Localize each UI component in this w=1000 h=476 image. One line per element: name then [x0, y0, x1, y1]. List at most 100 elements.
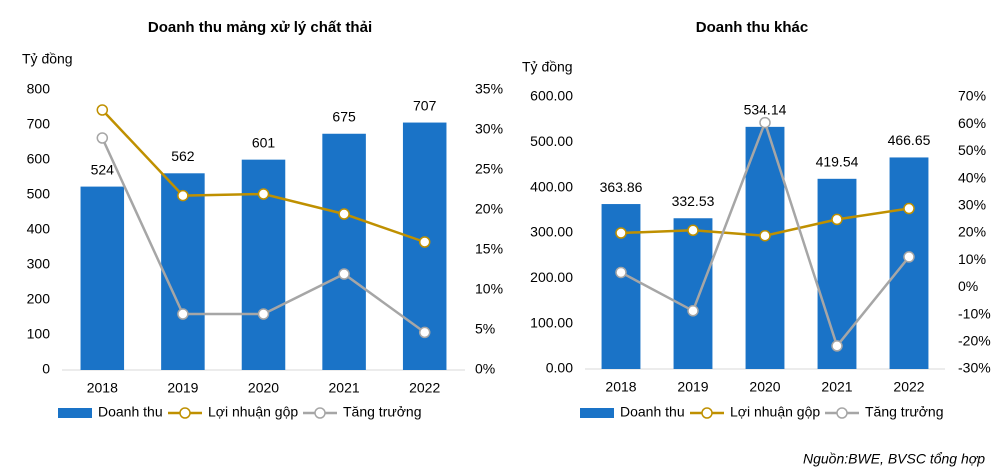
data-label: 332.53	[672, 193, 715, 209]
marker	[418, 236, 431, 248]
y-tick-label: 0	[42, 361, 50, 377]
legend-label: Tăng trưởng	[865, 404, 943, 420]
marker	[687, 224, 699, 237]
data-label: 363.86	[600, 179, 643, 195]
bar	[322, 133, 366, 370]
x-tick-label: 2018	[605, 379, 636, 395]
legend-swatch	[836, 407, 848, 419]
marker	[177, 308, 189, 320]
y-tick-label: 500	[27, 186, 51, 202]
y2-tick-label: 10%	[475, 281, 503, 297]
y2-tick-label: 0%	[958, 278, 978, 294]
y2-tick-label: 25%	[475, 161, 503, 177]
y2-tick-label: 35%	[475, 81, 503, 97]
x-tick-label: 2020	[749, 379, 780, 395]
y-tick-label: 400	[27, 221, 51, 237]
data-label: 601	[252, 134, 276, 150]
bar	[673, 218, 713, 369]
legend-swatch	[314, 407, 326, 419]
y2-tick-label: 70%	[958, 88, 986, 104]
marker	[257, 308, 270, 320]
legend-label: Doanh thu	[620, 404, 685, 420]
y2-tick-label: 30%	[958, 197, 986, 213]
y-tick-label: 600	[27, 151, 51, 167]
x-tick-label: 2018	[87, 380, 118, 396]
x-tick-label: 2021	[329, 380, 360, 396]
y-tick-label: 200.00	[530, 269, 573, 285]
y2-tick-label: 15%	[475, 241, 503, 257]
marker	[338, 208, 350, 220]
bar	[889, 157, 929, 369]
y-axis-label: Tỷ đồng	[22, 51, 73, 67]
marker	[177, 189, 189, 202]
y2-tick-label: -20%	[958, 333, 991, 349]
y-tick-label: 800	[27, 81, 51, 97]
legend-swatch	[179, 407, 191, 419]
legend-label: Lợi nhuận gộp	[208, 404, 298, 420]
chart-title: Doanh thu mảng xử lý chất thải	[148, 19, 372, 36]
legend-swatch	[701, 407, 713, 419]
y-tick-label: 100.00	[530, 314, 573, 330]
x-tick-label: 2020	[248, 380, 279, 396]
y-axis-label: Tỷ đồng	[522, 59, 573, 75]
data-label: 466.65	[888, 132, 931, 148]
marker	[615, 266, 627, 279]
y-tick-label: 700	[27, 116, 51, 132]
data-label: 534.14	[744, 102, 787, 118]
y2-tick-label: 20%	[475, 201, 503, 217]
y2-tick-label: 10%	[958, 251, 986, 267]
marker	[257, 188, 270, 200]
y-tick-label: 600.00	[530, 88, 573, 104]
data-label: 675	[332, 108, 356, 124]
y2-tick-label: 50%	[958, 142, 986, 158]
marker	[687, 305, 699, 317]
x-tick-label: 2019	[167, 380, 198, 396]
marker	[759, 116, 771, 129]
data-label: 419.54	[816, 154, 859, 170]
y2-tick-label: 40%	[958, 169, 986, 185]
y2-tick-label: 20%	[958, 224, 986, 240]
x-tick-label: 2022	[409, 380, 440, 396]
x-tick-label: 2019	[677, 379, 708, 395]
marker	[96, 104, 109, 116]
marker	[831, 213, 843, 226]
marker	[615, 227, 627, 239]
y-tick-label: 300.00	[530, 224, 573, 240]
marker	[831, 340, 843, 352]
x-tick-label: 2021	[821, 379, 852, 395]
y2-tick-label: 0%	[475, 361, 495, 377]
marker	[418, 326, 431, 339]
chart-title: Doanh thu khác	[696, 19, 809, 36]
bar	[745, 126, 785, 369]
y-tick-label: 0.00	[546, 360, 573, 376]
y2-tick-label: 5%	[475, 321, 495, 337]
marker	[338, 268, 350, 280]
y-tick-label: 300	[27, 256, 51, 272]
y2-tick-label: -30%	[958, 360, 991, 376]
marker	[759, 229, 771, 242]
y-tick-label: 400.00	[530, 178, 573, 194]
marker	[903, 251, 915, 263]
legend-label: Doanh thu	[98, 404, 163, 420]
legend-label: Tăng trưởng	[343, 404, 421, 420]
y2-tick-label: 60%	[958, 115, 986, 131]
y-tick-label: 500.00	[530, 133, 573, 149]
x-tick-label: 2022	[893, 379, 924, 395]
y2-tick-label: 30%	[475, 121, 503, 137]
legend-swatch	[580, 408, 614, 418]
bar	[80, 186, 125, 370]
legend-label: Lợi nhuận gộp	[730, 404, 820, 420]
bar	[817, 178, 857, 369]
data-label: 524	[91, 161, 115, 177]
y-tick-label: 100	[27, 326, 51, 342]
data-label: 707	[413, 97, 437, 113]
data-label: 562	[171, 148, 195, 164]
bar	[161, 173, 205, 370]
marker	[903, 202, 915, 215]
y2-tick-label: -10%	[958, 305, 991, 321]
marker	[96, 132, 109, 144]
legend-swatch	[58, 408, 92, 418]
source: Nguồn:BWE, BVSC tổng hợp	[803, 451, 985, 467]
y-tick-label: 200	[27, 291, 51, 307]
